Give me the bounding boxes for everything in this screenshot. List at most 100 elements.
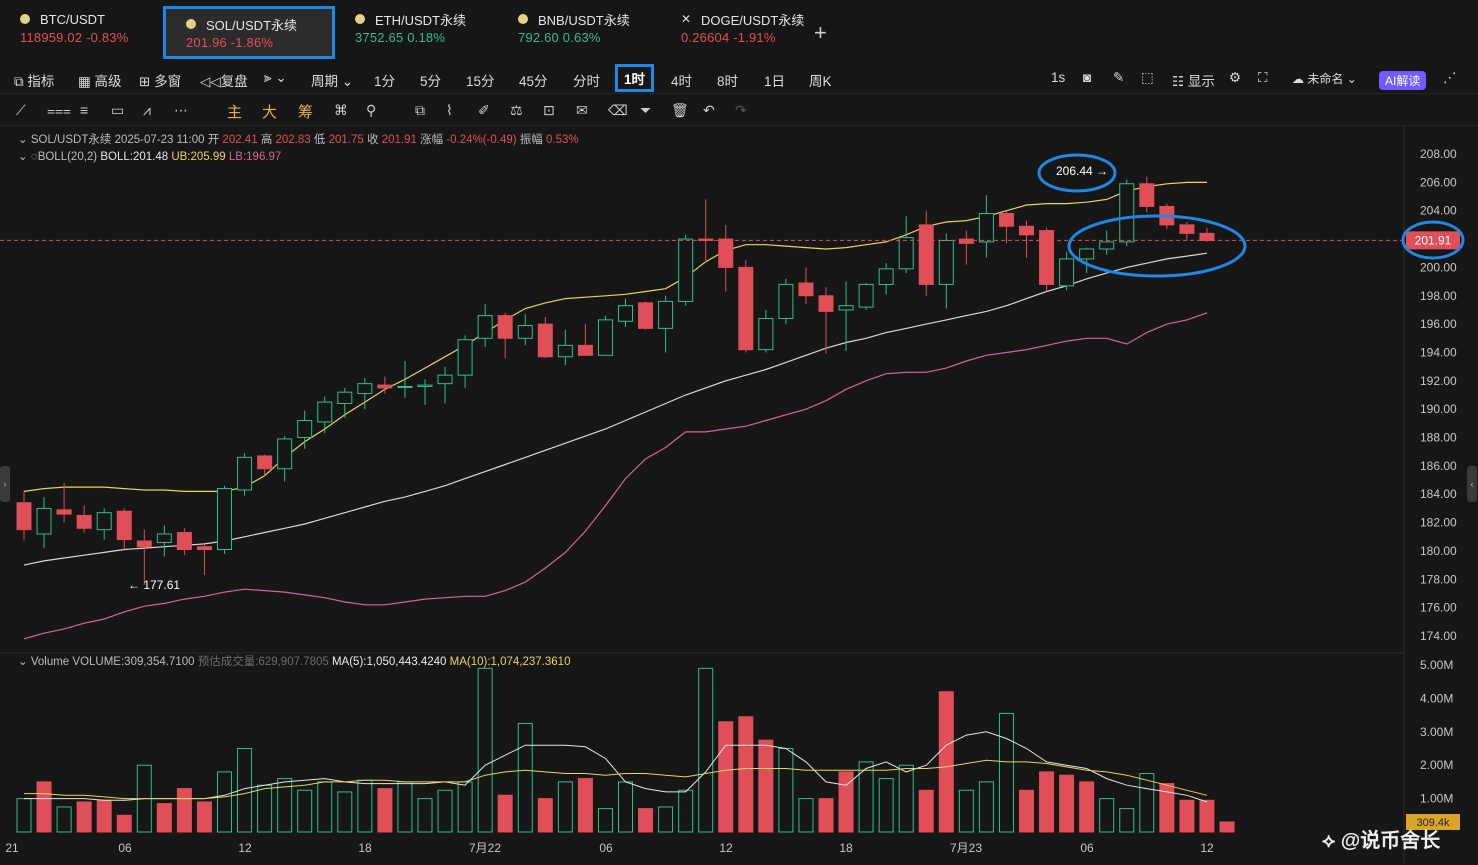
interval-3[interactable]: 45分 <box>519 74 548 89</box>
right-panel-handle[interactable]: ‹ <box>1467 466 1477 502</box>
volume-bar-up <box>798 798 814 833</box>
filter-icon[interactable]: ⏷ <box>640 102 652 118</box>
info-time: 2025-07-23 11:00 <box>114 134 205 146</box>
volume-bar-up <box>417 798 433 833</box>
candle-up <box>397 385 413 388</box>
ticker-tab-eth[interactable]: ETH/USDT永续 3752.65 0.18% <box>335 0 498 54</box>
undo-icon[interactable]: ↶ <box>703 102 715 118</box>
current-volume-tag-text: 309.4k <box>1416 817 1450 829</box>
time-axis-label: 12 <box>719 841 733 855</box>
volume-axis-label: 1.00M <box>1420 792 1453 806</box>
interval-8[interactable]: 1日 <box>764 74 786 89</box>
pen-icon[interactable]: ✎ <box>1113 70 1125 85</box>
price-chart[interactable]: 208.00206.00204.00202.00200.00198.00196.… <box>0 126 1478 865</box>
big-order-toggle[interactable]: 大 <box>262 104 278 121</box>
volume-bar-up <box>658 806 674 833</box>
copy-icon[interactable]: ⧉ <box>415 102 425 118</box>
redo-icon[interactable]: ↷ <box>735 102 747 118</box>
ticker-tab-doge[interactable]: ✕ DOGE/USDT永续 0.26604 -1.91% <box>661 0 824 54</box>
add-tab-icon[interactable]: + <box>814 20 827 45</box>
collapse-icon[interactable]: ⌄ <box>18 134 28 146</box>
interval-7[interactable]: 8时 <box>717 74 739 89</box>
interval-4[interactable]: 分时 <box>573 74 600 89</box>
candle-up <box>96 512 112 531</box>
candle-down <box>196 546 212 551</box>
interval-9[interactable]: 周K <box>809 74 832 89</box>
lock-icon[interactable]: ⊡ <box>543 102 555 118</box>
left-panel-handle[interactable]: › <box>0 466 10 502</box>
horizontal-lines-icon[interactable]: ≡ <box>80 102 89 118</box>
boll-mid-line <box>23 252 1208 566</box>
brush-icon[interactable]: ⚲ <box>366 102 377 118</box>
volume-bar-down <box>537 798 553 833</box>
annotation-ellipse-high <box>1037 153 1117 193</box>
close-value: 201.91 <box>381 134 417 146</box>
share-icon[interactable]: ⋰ <box>1443 70 1457 85</box>
chip-distribution-toggle[interactable]: 筹 <box>298 104 314 121</box>
interval-1[interactable]: 5分 <box>420 74 442 89</box>
ticker-tab-btc[interactable]: BTC/USDT 118959.02 -0.83% <box>0 0 163 54</box>
settings-gear-icon[interactable]: ⚙ <box>1229 70 1242 85</box>
candle-up <box>938 239 954 285</box>
price-axis-label: 176.00 <box>1420 601 1457 615</box>
trash-icon[interactable]: 🗑 <box>671 102 689 118</box>
candle-down <box>116 510 132 541</box>
ticker-tab-bnb[interactable]: BNB/USDT永续 792.60 0.63% <box>498 0 661 54</box>
compare-icon[interactable]: ⚖ <box>510 102 523 118</box>
volume-axis-label: 2.00M <box>1420 758 1453 772</box>
candle-down <box>998 213 1014 227</box>
amplitude-label: 振幅 <box>519 134 543 146</box>
rewind-icon: ◁◁ <box>200 74 221 89</box>
advanced-button[interactable]: ▦ 高级 <box>78 70 122 90</box>
eraser-icon[interactable]: ⌫ <box>608 102 628 118</box>
highlighter-icon[interactable]: ✐ <box>478 102 490 118</box>
ticker-tab-sol[interactable]: SOL/USDT永续 201.96 -1.86% <box>163 6 335 59</box>
ruler-icon[interactable]: ⌇ <box>446 102 453 118</box>
ai-analysis-button[interactable]: AI解读 <box>1379 71 1427 90</box>
interval-0[interactable]: 1分 <box>374 74 396 89</box>
time-axis-label: 06 <box>599 841 613 855</box>
candle-up <box>317 401 333 423</box>
main-indicator-toggle[interactable]: 主 <box>227 104 243 121</box>
amplitude-value: 0.53% <box>546 134 579 146</box>
volume-bar-down <box>196 801 212 833</box>
camera-icon[interactable]: ◙ <box>1083 70 1092 85</box>
interval-6[interactable]: 4时 <box>671 74 693 89</box>
fullscreen-window-icon[interactable]: ⬚ <box>1141 70 1154 85</box>
chart-type-button[interactable]: ⫸ ⌄ <box>264 70 287 86</box>
volume-bar-down <box>738 716 754 833</box>
display-button[interactable]: ☷ 显示 <box>1172 70 1215 90</box>
collapse-icon[interactable]: ⌄ <box>18 656 28 668</box>
realtime-1s[interactable]: 1s <box>1051 70 1066 85</box>
volume-bar-up <box>317 781 333 833</box>
parallel-line-icon[interactable]: ⩶ <box>47 102 71 118</box>
volume-bar-up <box>357 779 373 833</box>
layout-name-dropdown[interactable]: ☁ 未命名 ⌄ <box>1292 70 1357 87</box>
interval-5[interactable]: 1时 <box>615 64 655 92</box>
low-value: 201.75 <box>328 134 364 146</box>
volume-bar-down <box>1039 771 1055 833</box>
candle-down <box>738 266 754 351</box>
more-tools-icon[interactable]: ⋯ <box>174 102 188 118</box>
price-axis-label: 200.00 <box>1420 260 1457 274</box>
candle-down <box>918 224 934 285</box>
candle-up <box>758 317 774 351</box>
eye-icon[interactable]: ◌ <box>30 151 38 163</box>
candle-up <box>417 384 433 387</box>
wave-tool-icon[interactable]: ⩘ <box>143 102 151 118</box>
interval-2[interactable]: 15分 <box>466 74 495 89</box>
volume-bar-up <box>678 789 694 833</box>
line-tool-icon[interactable]: ⟋ <box>16 102 26 118</box>
close-icon[interactable]: ✕ <box>681 12 692 26</box>
candle-down <box>577 344 593 356</box>
period-dropdown[interactable]: 周期 ⌄ <box>311 70 353 90</box>
note-icon[interactable]: ✉ <box>576 102 588 118</box>
rectangle-tool-icon[interactable]: ▭ <box>111 102 125 118</box>
expand-icon[interactable]: ⛶ <box>1258 70 1268 85</box>
multi-window-button[interactable]: ⊞ 多窗 <box>139 70 181 90</box>
indicator-button[interactable]: ⧉ 指标 <box>14 70 54 90</box>
candle-up <box>878 268 894 285</box>
collapse-icon[interactable]: ⌄ <box>18 151 28 163</box>
magnet-icon[interactable]: ⌘ <box>334 102 348 118</box>
replay-button[interactable]: ◁◁复盘 <box>200 70 248 90</box>
